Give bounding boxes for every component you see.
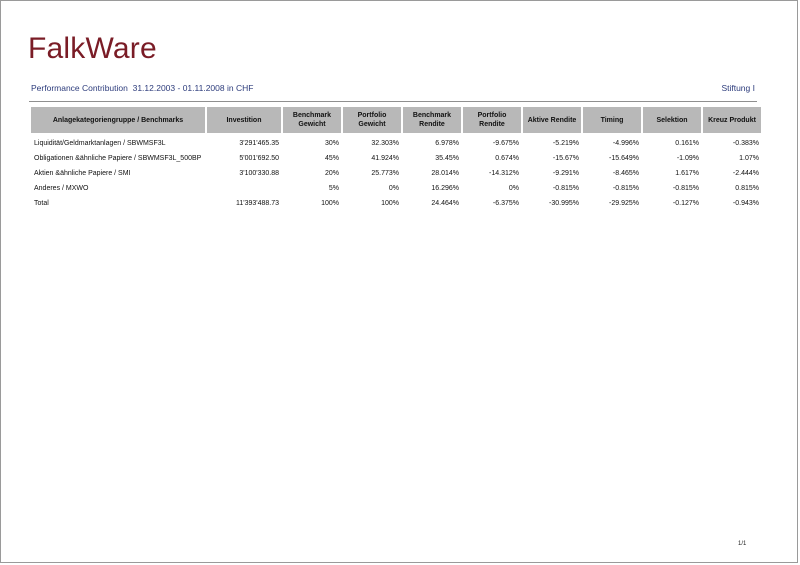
table-row-total: Total 11'393'488.73 100% 100% 24.464% -6… <box>31 196 761 211</box>
table-cell: 0% <box>508 185 519 192</box>
page-number: 1/1 <box>738 541 747 547</box>
table-cell: 11'393'488.73 <box>235 200 279 207</box>
table-cell: -30.995% <box>549 200 579 207</box>
column-header: Portfolio Gewicht <box>343 107 401 133</box>
table-row: Obligationen &ähnliche Papiere / SBWMSF3… <box>31 151 761 166</box>
table-cell: -9.291% <box>552 170 579 177</box>
header-divider <box>29 101 757 102</box>
column-header: Anlagekategoriengruppe / Benchmarks <box>31 107 205 133</box>
report-period: 31.12.2003 - 01.11.2008 in CHF <box>132 83 254 93</box>
table-cell: 41.924% <box>371 155 399 162</box>
table-cell: Aktien &ähnliche Papiere / SMI <box>34 170 131 177</box>
table-cell: 28.014% <box>431 170 459 177</box>
table-cell: -6.375% <box>492 200 519 207</box>
column-header: Timing <box>583 107 641 133</box>
table-cell: 20% <box>324 170 339 177</box>
table-row: Anderes / MXWO 5% 0% 16.296% 0% -0.815% … <box>31 181 761 196</box>
company-logo: FalkWare <box>28 32 157 65</box>
table-cell: 25.773% <box>371 170 399 177</box>
table-cell: 6.978% <box>435 140 459 147</box>
table-cell: 1.07% <box>739 155 759 162</box>
table-cell: -0.127% <box>672 200 699 207</box>
table-cell: -15.649% <box>609 155 639 162</box>
table-cell: -0.815% <box>672 185 699 192</box>
table-cell: 0.161% <box>675 140 699 147</box>
table-cell <box>207 181 281 196</box>
column-header: Aktive Rendite <box>523 107 581 133</box>
table-cell: -0.815% <box>612 185 639 192</box>
table-cell: 3'291'465.35 <box>239 140 279 147</box>
table-cell: 35.45% <box>435 155 459 162</box>
table-cell: -0.383% <box>732 140 759 147</box>
table-cell: -29.925% <box>609 200 639 207</box>
table-cell: 45% <box>324 155 339 162</box>
client-name: Stiftung I <box>721 83 755 93</box>
table-cell: 0% <box>388 185 399 192</box>
performance-table: Anlagekategoriengruppe / Benchmarks Inve… <box>29 107 763 211</box>
column-header: Benchmark Gewicht <box>283 107 341 133</box>
table-cell: 30% <box>324 140 339 147</box>
table-header-row: Anlagekategoriengruppe / Benchmarks Inve… <box>31 107 761 133</box>
table-cell: -0.943% <box>732 200 759 207</box>
column-header: Kreuz Produkt <box>703 107 761 133</box>
table-cell: -5.219% <box>552 140 579 147</box>
table-cell: Liquidität/Geldmarktanlagen / SBWMSF3L <box>34 140 166 147</box>
table-cell: -9.675% <box>492 140 519 147</box>
report-title-text: Performance Contribution <box>31 83 128 93</box>
table-row: Aktien &ähnliche Papiere / SMI 3'100'330… <box>31 166 761 181</box>
table-cell: 24.464% <box>431 200 459 207</box>
table-cell: 5'001'692.50 <box>239 155 279 162</box>
column-header: Benchmark Rendite <box>403 107 461 133</box>
table-cell: -14.312% <box>489 170 519 177</box>
table-cell: 5% <box>328 185 339 192</box>
table-cell: -0.815% <box>552 185 579 192</box>
column-header: Selektion <box>643 107 701 133</box>
report-title: Performance Contribution 31.12.2003 - 01… <box>31 83 253 93</box>
table-row: Liquidität/Geldmarktanlagen / SBWMSF3L 3… <box>31 133 761 151</box>
table-cell: Anderes / MXWO <box>34 185 89 192</box>
table-cell: -8.465% <box>612 170 639 177</box>
table-cell: 100% <box>321 200 339 207</box>
table-cell: 3'100'330.88 <box>239 170 279 177</box>
table-cell: Total <box>34 200 49 207</box>
table-cell: 0.815% <box>735 185 759 192</box>
table-cell: 16.296% <box>431 185 459 192</box>
table-cell: -2.444% <box>732 170 759 177</box>
table-cell: 32.303% <box>371 140 399 147</box>
column-header: Portfolio Rendite <box>463 107 521 133</box>
table-cell: -1.09% <box>676 155 699 162</box>
table-cell: 100% <box>381 200 399 207</box>
table-cell: -15.67% <box>552 155 579 162</box>
column-header: Investition <box>207 107 281 133</box>
table-cell: -4.996% <box>612 140 639 147</box>
table-cell: 0.674% <box>495 155 519 162</box>
table-cell: Obligationen &ähnliche Papiere / SBWMSF3… <box>34 155 202 162</box>
table-cell: 1.617% <box>675 170 699 177</box>
